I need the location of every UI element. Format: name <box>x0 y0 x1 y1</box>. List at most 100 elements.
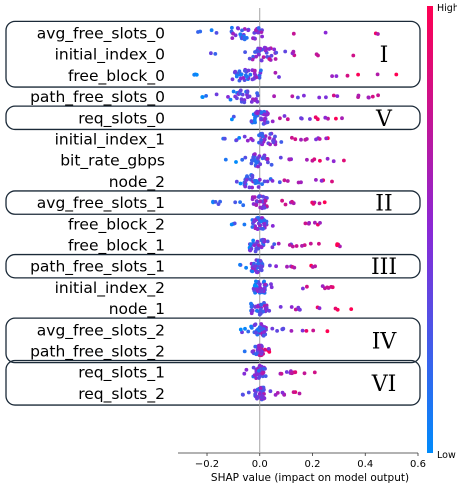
shap-point-avg-free-slots-2 <box>300 328 305 333</box>
colorbar-low-label: Low <box>437 450 456 461</box>
shap-point-free-block-1 <box>272 242 277 247</box>
shap-point-initial-index-1 <box>237 136 242 140</box>
shap-point-path-free-slots-0 <box>200 95 205 99</box>
shap-point-req-slots-2 <box>297 391 302 396</box>
shap-point-avg-free-slots-2 <box>275 329 279 333</box>
shap-point-avg-free-slots-0 <box>259 30 264 34</box>
shap-point-free-block-0 <box>252 71 257 76</box>
shap-point-initial-index-2 <box>269 282 273 286</box>
shap-point-initial-index-0 <box>291 49 296 54</box>
shap-point-initial-index-2 <box>252 283 257 288</box>
shap-point-avg-free-slots-0 <box>198 29 203 34</box>
feature-label-initial-index-1: initial_index_1 <box>55 131 165 150</box>
feature-label-avg-free-slots-0: avg_free_slots_0 <box>37 25 165 44</box>
shap-point-path-free-slots-0 <box>335 94 340 98</box>
shap-point-free-block-0 <box>238 72 243 77</box>
shap-point-initial-index-1 <box>260 134 265 139</box>
shap-points <box>192 25 399 402</box>
feature-label-path-free-slots-2: path_free_slots_2 <box>30 343 165 362</box>
feature-label-bit-rate-gbps: bit_rate_gbps <box>60 152 165 171</box>
shap-point-req-slots-2 <box>257 392 262 396</box>
shap-point-bit-rate-gbps <box>305 157 309 162</box>
group-label-1: I <box>380 43 389 68</box>
shap-point-free-block-1 <box>308 241 313 246</box>
shap-point-req-slots-0 <box>231 114 236 119</box>
shap-point-initial-index-1 <box>324 136 329 141</box>
group-box-5 <box>5 317 421 364</box>
shap-point-req-slots-2 <box>240 392 245 397</box>
shap-point-req-slots-1 <box>263 374 268 378</box>
shap-point-free-block-2 <box>253 226 258 231</box>
shap-point-req-slots-2 <box>253 392 258 397</box>
shap-point-path-free-slots-0 <box>214 92 219 97</box>
shap-point-req-slots-0 <box>315 117 320 122</box>
group-label-5: IV <box>372 329 398 354</box>
shap-point-avg-free-slots-0 <box>251 36 255 41</box>
shap-point-free-block-2 <box>262 221 267 226</box>
shap-point-free-block-2 <box>307 221 311 225</box>
shap-point-bit-rate-gbps <box>331 159 336 164</box>
shap-point-avg-free-slots-2 <box>304 329 309 333</box>
shap-point-bit-rate-gbps <box>234 160 238 164</box>
shap-point-node-2 <box>270 179 275 183</box>
shap-point-req-slots-0 <box>334 116 338 121</box>
shap-point-avg-free-slots-1 <box>241 203 246 208</box>
shap-point-avg-free-slots-0 <box>291 31 296 36</box>
shap-point-initial-index-2 <box>263 282 268 287</box>
shap-point-node-2 <box>257 177 262 182</box>
shap-point-free-block-0 <box>243 68 247 73</box>
shap-point-free-block-1 <box>259 245 264 250</box>
shap-point-path-free-slots-1 <box>258 259 263 263</box>
shap-point-node-1 <box>249 311 254 316</box>
shap-point-free-block-0 <box>237 69 242 74</box>
shap-point-initial-index-2 <box>251 286 256 291</box>
feature-label-free-block-1: free_block_1 <box>68 237 165 256</box>
shap-point-avg-free-slots-1 <box>257 194 262 199</box>
shap-point-initial-index-1 <box>314 137 318 142</box>
shap-point-node-1 <box>278 305 283 309</box>
shap-point-avg-free-slots-0 <box>230 36 235 40</box>
shap-point-bit-rate-gbps <box>342 158 346 163</box>
shap-point-avg-free-slots-0 <box>256 26 261 30</box>
shap-point-initial-index-0 <box>254 54 258 59</box>
shap-point-path-free-slots-0 <box>255 99 260 104</box>
shap-point-initial-index-0 <box>267 57 272 61</box>
group-box-6 <box>5 359 421 406</box>
shap-point-free-block-1 <box>249 247 254 251</box>
shap-point-node-2 <box>238 181 243 186</box>
shap-point-path-free-slots-0 <box>255 91 259 95</box>
shap-point-avg-free-slots-1 <box>283 202 288 207</box>
shap-point-free-block-1 <box>253 249 258 254</box>
shap-point-avg-free-slots-1 <box>290 199 294 204</box>
shap-point-avg-free-slots-0 <box>323 30 328 35</box>
shap-point-avg-free-slots-1 <box>311 202 316 206</box>
shap-point-bit-rate-gbps <box>265 157 270 161</box>
shap-point-node-2 <box>330 179 334 184</box>
shap-point-avg-free-slots-1 <box>317 201 322 206</box>
shap-point-node-1 <box>249 305 254 309</box>
shap-point-node-1 <box>289 305 294 309</box>
shap-point-avg-free-slots-2 <box>262 330 266 334</box>
shap-point-bit-rate-gbps <box>325 156 330 161</box>
feature-label-free-block-2: free_block_2 <box>68 215 165 234</box>
shap-point-avg-free-slots-1 <box>261 194 265 199</box>
shap-point-req-slots-0 <box>282 114 287 118</box>
shap-point-avg-free-slots-0 <box>242 36 247 41</box>
feature-label-avg-free-slots-1: avg_free_slots_1 <box>37 194 165 213</box>
shap-point-req-slots-0 <box>285 117 290 122</box>
shap-point-free-block-2 <box>229 222 234 227</box>
shap-point-avg-free-slots-1 <box>213 200 218 204</box>
shap-point-free-block-2 <box>250 225 255 229</box>
shap-point-initial-index-2 <box>254 279 258 284</box>
shap-point-path-free-slots-0 <box>233 94 238 99</box>
shap-point-path-free-slots-2 <box>257 346 262 351</box>
shap-point-free-block-0 <box>330 74 334 78</box>
shap-point-req-slots-2 <box>260 394 265 398</box>
colorbar-high-label: High <box>437 3 457 14</box>
shap-point-node-2 <box>265 179 270 184</box>
shap-point-path-free-slots-0 <box>249 100 254 104</box>
shap-point-free-block-2 <box>256 221 261 226</box>
shap-point-req-slots-2 <box>275 391 280 395</box>
shap-point-initial-index-1 <box>263 134 268 139</box>
